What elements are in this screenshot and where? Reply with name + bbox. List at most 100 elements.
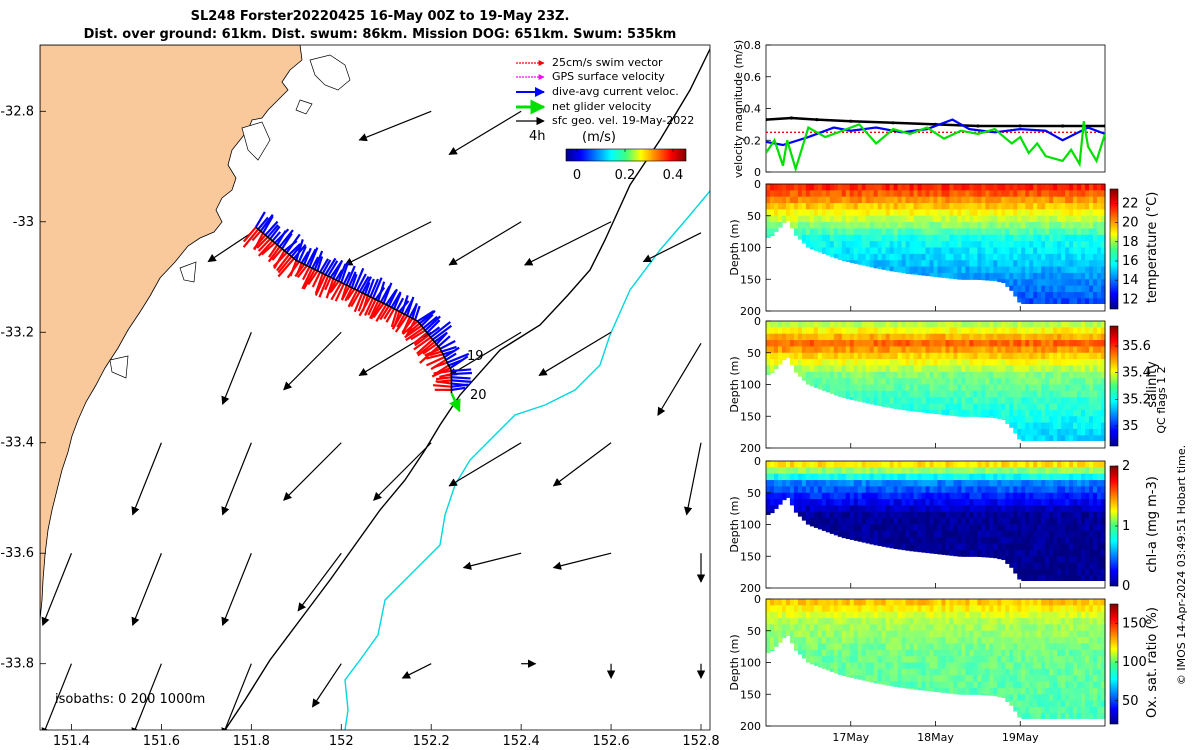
section-temperature-cell [909,260,915,268]
section-chla-cell [793,473,799,481]
section-salinity-cell [877,346,883,354]
section-salinity-cell [1053,340,1058,347]
section-oxygen-cell [881,649,887,657]
section-temperature-cell [981,260,986,268]
section-temperature-cell [973,190,978,198]
section-chla-cell [853,492,859,500]
section-salinity-cell [1085,359,1090,367]
section-salinity-cell [1005,416,1010,424]
section-salinity-cell [861,378,867,386]
section-chla-cell [929,486,935,494]
section-oxygen-cell [977,694,982,695]
section-chla-cell [1037,511,1042,519]
section-salinity-cell [1057,321,1062,328]
section-chla-cell [1097,562,1102,570]
section-oxygen-cell [989,675,994,683]
section-oxygen-cell [869,630,875,638]
section-temperature-cell [909,209,915,217]
section-chla-cell [941,518,947,526]
section-oxygen-cell [837,662,843,670]
section-salinity-cell [1021,327,1026,335]
section-temperature-cell [1097,298,1102,304]
section-temperature-cell [901,203,907,210]
section-salinity-cell [1005,327,1010,335]
section-salinity-cell [1037,384,1042,392]
section-temperature-cell [1065,215,1070,223]
section-salinity-cell [909,359,915,367]
section-salinity-cell [925,409,931,414]
section-salinity-cell [969,409,974,417]
section-chla-cell [857,518,863,526]
section-salinity-cell [1049,321,1054,328]
section-temperature-cell [793,228,799,236]
section-salinity-cell [853,371,859,379]
section-oxygen-cell [857,618,863,625]
section-salinity-cell [961,333,967,341]
section-temperature-cell [1065,222,1070,230]
section-salinity-cell [1017,352,1022,360]
section-temperature-cell [981,247,986,255]
section-salinity-cell [985,378,990,386]
section-oxygen-cell [833,637,839,645]
section-oxygen-cell [877,643,883,651]
section-chla-cell [777,467,783,475]
section-oxygen-cell [965,687,970,695]
section-temperature-cell [869,215,875,223]
section-oxygen-cell [909,675,915,683]
section-salinity-cell [929,340,935,347]
section-chla-cell [969,467,974,475]
section-salinity-cell [849,327,855,335]
section-temperature-cell [909,266,915,274]
section-chla-cell [801,467,807,475]
section-oxygen-cell [869,624,875,632]
section-temperature-cell [1085,241,1090,249]
section-temperature-cell [1029,253,1034,261]
section-temperature-cell [909,272,915,275]
section-salinity-cell [1029,327,1034,335]
section-salinity-cell [1053,327,1058,335]
section-salinity-cell [1037,359,1042,367]
section-temperature-cell [1053,285,1058,293]
section-oxygen-cell [901,618,907,625]
section-temperature-cell [1073,260,1078,268]
section-oxygen-cell [805,656,811,663]
section-chla-cell [1009,543,1014,551]
section-oxygen-cell [929,637,935,645]
section-temperature-cell [1025,291,1030,299]
section-salinity-cell [885,371,891,379]
section-salinity-cell [1089,327,1094,335]
section-chla-cell [977,473,982,481]
section-salinity-cell [1037,346,1042,354]
section-salinity-cell [989,384,994,392]
section-chla-cell [925,480,931,487]
section-temperature-cell [1081,266,1086,274]
section-salinity-cell [1041,384,1046,392]
section-chla-cell [933,486,939,494]
section-salinity-cell [1033,371,1038,379]
section-oxygen-cell [885,649,891,657]
section-chla-cell [1065,543,1070,551]
section-chla-cell [1073,467,1078,475]
current-vector-61 [411,302,418,319]
section-salinity-cell [941,352,947,360]
section-salinity-cell [773,327,779,335]
section-salinity-cell [1093,397,1098,405]
section-temperature-cell [909,241,915,249]
section-chla-cell [1053,480,1058,487]
section-salinity-cell [985,340,990,347]
section-temperature-cell [1081,222,1086,230]
section-salinity-cell [929,365,935,373]
section-salinity-cell [1045,422,1050,430]
section-oxygen-cell [965,675,970,683]
map-ytick-label-3: -33.4 [0,436,34,451]
section-salinity-cell [949,403,955,411]
section-salinity-cell [989,397,994,405]
section-chla-cell [1013,467,1018,475]
section-oxygen-cell [865,656,871,664]
section-chla-cell [1069,480,1074,487]
current-vector-66 [422,315,438,329]
section-oxygen-cell [953,687,959,695]
section-temperature-cell [913,222,919,230]
section-temperature-cell [1021,272,1026,280]
